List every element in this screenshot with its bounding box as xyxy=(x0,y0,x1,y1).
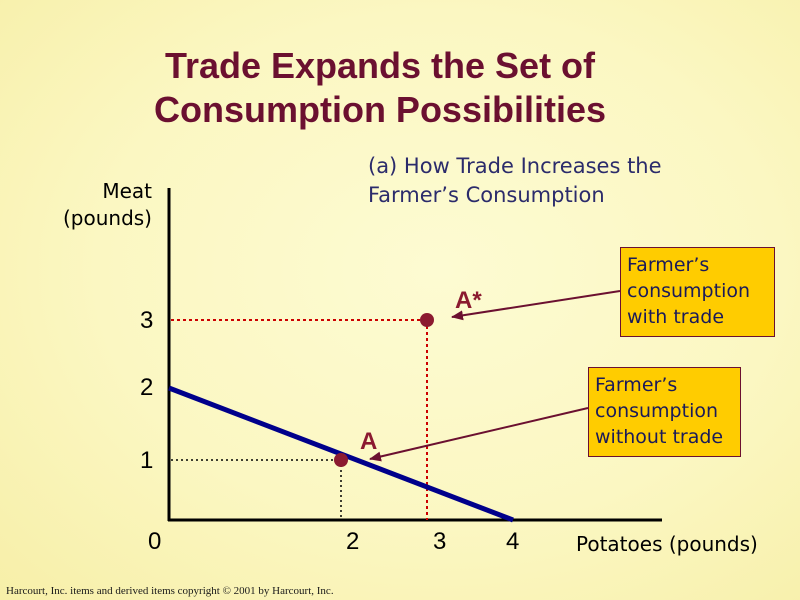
x-tick-label-3: 3 xyxy=(433,528,447,555)
callout-with-trade-line-1: Farmer’s xyxy=(627,254,710,276)
x-axis-label: Potatoes (pounds) xyxy=(576,532,758,556)
chart-title: Trade Expands the Set of Consumption Pos… xyxy=(0,44,760,132)
y-axis-label-line-2: (pounds) xyxy=(62,206,152,230)
point-a-marker xyxy=(334,453,348,467)
chart-subtitle-line-2: Farmer’s Consumption xyxy=(368,183,605,207)
callout-without-trade-line-2: consumption xyxy=(595,400,719,422)
y-axis-label-line-1: Meat xyxy=(102,179,152,203)
callout-without-trade-line-1: Farmer’s xyxy=(595,374,678,396)
callout-arrow-with-trade xyxy=(451,290,621,321)
callout-without-trade-line-3: without trade xyxy=(595,426,724,448)
y-axis-label: Meat (pounds) xyxy=(30,178,152,232)
callout-with-trade-line-3: with trade xyxy=(627,306,725,328)
chart-subtitle: (a) How Trade Increases the Farmer’s Con… xyxy=(368,152,662,210)
y-tick-label-3: 3 xyxy=(140,307,154,334)
x-tick-label-4: 4 xyxy=(506,528,520,555)
y-tick-label-1: 1 xyxy=(140,447,154,474)
callout-without-trade: Farmer’s consumption without trade xyxy=(588,367,741,457)
chart-title-line-1: Trade Expands the Set of xyxy=(164,45,596,86)
chart-subtitle-line-1: (a) How Trade Increases the xyxy=(368,154,662,178)
point-label-a: A xyxy=(360,428,378,455)
x-tick-label-0: 0 xyxy=(148,528,162,555)
chart-title-line-2: Consumption Possibilities xyxy=(153,89,607,130)
point-a-star-marker xyxy=(420,313,434,327)
point-label-a-star: A* xyxy=(455,287,482,314)
callout-with-trade-line-2: consumption xyxy=(627,280,751,302)
copyright-footer: Harcourt, Inc. items and derived items c… xyxy=(6,585,334,597)
callout-arrow-without-trade xyxy=(369,407,589,462)
callout-with-trade: Farmer’s consumption with trade xyxy=(620,247,775,337)
y-tick-label-2: 2 xyxy=(140,374,154,401)
x-tick-label-2: 2 xyxy=(346,528,360,555)
